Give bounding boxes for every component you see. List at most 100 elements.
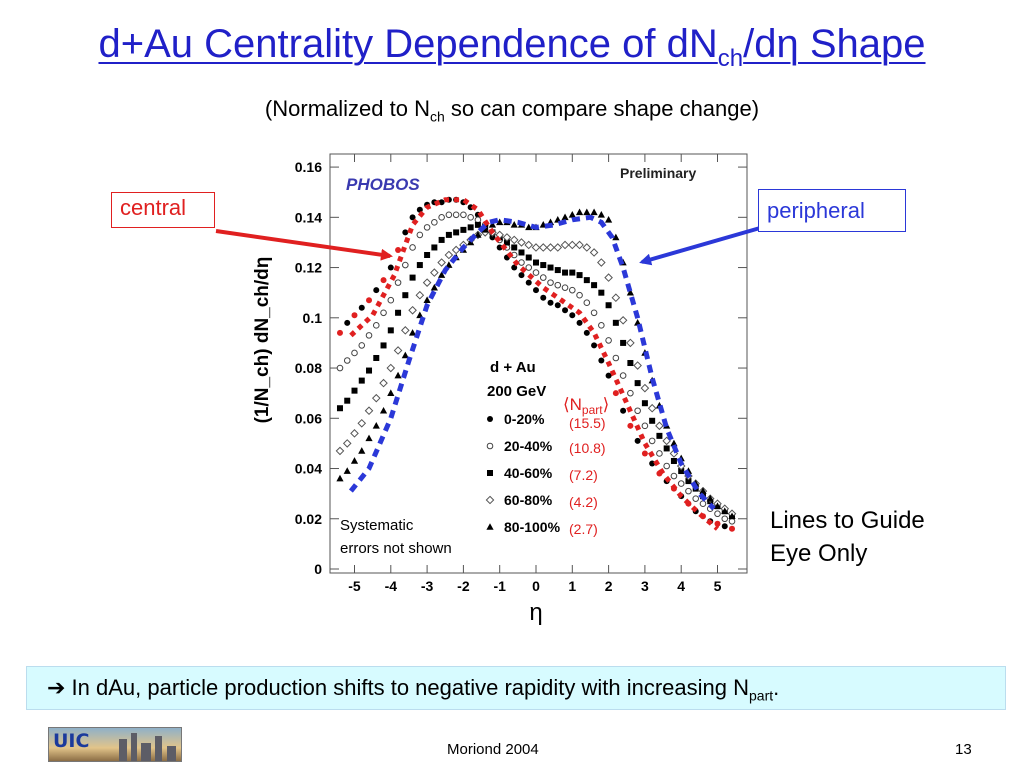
data-point-open-circle	[561, 284, 569, 291]
data-point-filled-square	[620, 339, 627, 346]
data-point-filled-square	[663, 445, 670, 452]
data-point-filled-triangle	[590, 208, 598, 216]
peripheral-callout: peripheral	[758, 189, 906, 232]
data-point-open-diamond	[357, 418, 367, 428]
data-point-open-diamond	[415, 290, 425, 300]
data-point-filled-square	[467, 224, 474, 231]
data-point-filled-triangle	[423, 296, 431, 304]
data-point-filled-triangle	[706, 494, 714, 502]
y-tick-label: 0	[314, 561, 322, 577]
preliminary-label: Preliminary	[620, 165, 696, 181]
data-point-open-circle	[336, 364, 344, 372]
data-point-open-circle	[438, 214, 445, 221]
data-point-filled-square	[562, 269, 569, 276]
data-point-open-circle	[569, 286, 576, 294]
data-point-open-diamond	[640, 383, 650, 393]
y-tick-label: 0.14	[295, 209, 322, 225]
data-point-open-circle	[685, 487, 692, 495]
data-point-open-circle	[351, 349, 358, 357]
npart-value: (15.5)	[569, 415, 606, 431]
x-tick-label: 1	[568, 578, 576, 594]
data-point-open-diamond	[597, 258, 606, 267]
data-point-filled-triangle	[372, 422, 380, 429]
uic-logo: UIC	[48, 727, 182, 762]
data-point-filled-triangle	[626, 288, 634, 296]
data-point-open-circle	[387, 296, 395, 304]
y-tick-label: 0.02	[295, 511, 322, 527]
title-suffix: /dη Shape	[743, 22, 926, 66]
data-point-dot	[380, 277, 387, 284]
data-point-open-diamond	[393, 346, 403, 355]
x-tick-label: 4	[677, 578, 685, 594]
data-point-open-diamond	[444, 250, 454, 260]
conclusion-text: ➔ In dAu, particle production shifts to …	[47, 675, 750, 700]
npart-value: (4.2)	[569, 494, 598, 510]
data-point-open-circle	[532, 269, 540, 276]
legend-marker	[487, 416, 493, 422]
x-tick-label: 0	[532, 578, 540, 594]
data-point-open-circle	[714, 510, 721, 518]
data-point-filled-square	[395, 309, 402, 316]
central-callout: central	[111, 192, 215, 228]
x-tick-label: -4	[385, 578, 398, 594]
data-point-filled-triangle	[416, 311, 424, 319]
data-point-filled-square	[547, 264, 554, 271]
data-point-filled-square	[656, 432, 663, 439]
data-point-dot	[387, 264, 394, 271]
plot-frame	[329, 153, 748, 574]
y-tick-label: 0.06	[295, 410, 322, 426]
legend-label: 60-80%	[504, 492, 553, 508]
data-point-filled-square	[634, 380, 641, 387]
data-point-dot	[373, 287, 380, 294]
data-point-open-diamond	[401, 326, 410, 335]
data-point-open-diamond	[647, 403, 657, 413]
data-point-filled-square	[366, 367, 373, 374]
data-point-filled-triangle	[568, 211, 576, 218]
data-point-filled-square	[445, 231, 452, 238]
data-point-open-diamond	[509, 235, 519, 245]
data-point-open-circle	[656, 450, 663, 457]
title-text: d+Au Centrality Dependence of dN	[98, 22, 718, 66]
legend-marker	[486, 442, 494, 450]
data-point-dot	[351, 312, 358, 319]
page-number: 13	[955, 741, 972, 758]
data-point-dot	[598, 357, 605, 364]
data-point-filled-square	[576, 272, 583, 279]
data-point-filled-triangle	[474, 231, 482, 238]
legend-label: 0-20%	[504, 411, 545, 427]
data-point-open-circle	[670, 472, 678, 480]
systematic-note-line1: Systematic	[340, 517, 414, 534]
legend-title-energy: 200 GeV	[487, 383, 546, 400]
data-point-open-circle	[721, 515, 729, 523]
data-point-open-circle	[518, 259, 525, 266]
data-point-filled-square	[554, 267, 561, 274]
data-point-dot	[729, 525, 736, 532]
peripheral-guide-line	[348, 214, 716, 511]
data-point-open-diamond	[335, 446, 345, 456]
data-point-filled-triangle	[445, 261, 453, 268]
x-tick-label: 3	[641, 578, 649, 594]
data-point-open-circle	[576, 291, 583, 299]
central-guide-line	[349, 197, 720, 531]
data-point-dot	[344, 319, 351, 326]
data-point-dot	[518, 272, 525, 279]
data-point-filled-triangle	[343, 467, 351, 474]
data-point-open-circle	[474, 216, 482, 224]
data-point-filled-triangle	[379, 406, 388, 414]
data-point-open-diamond	[364, 406, 374, 416]
data-point-filled-square	[424, 252, 431, 258]
npart-value: (2.7)	[569, 521, 598, 537]
data-point-filled-triangle	[525, 223, 533, 231]
data-point-open-circle	[677, 480, 685, 487]
data-point-open-diamond	[553, 243, 563, 252]
guide-note: Lines to Guide Eye Only	[770, 504, 925, 570]
data-point-filled-triangle	[365, 434, 373, 442]
data-point-filled-square	[351, 387, 358, 394]
logo-text: UIC	[53, 730, 90, 752]
data-point-open-circle	[619, 372, 627, 379]
slide-title: d+Au Centrality Dependence of dNch/dη Sh…	[0, 22, 1024, 73]
data-point-filled-square	[460, 226, 467, 233]
slide-subtitle: (Normalized to Nch so can compare shape …	[0, 96, 1024, 124]
data-point-filled-square	[409, 274, 416, 281]
